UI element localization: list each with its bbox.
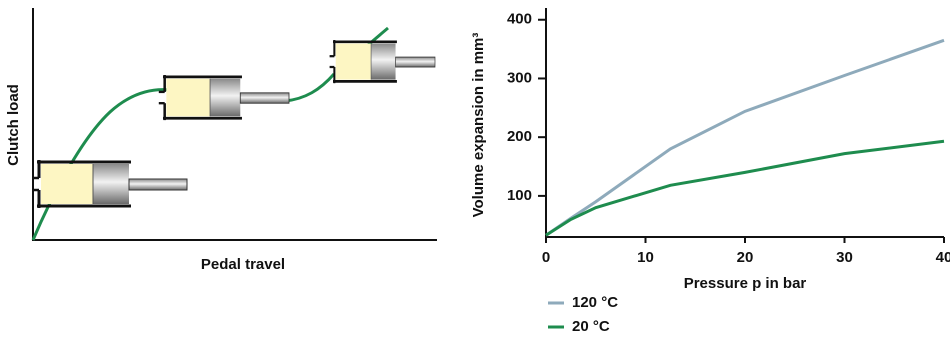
line — [545, 139, 945, 237]
y-tick-label: 400 — [507, 11, 532, 28]
x-tick-label: 0 — [542, 249, 550, 266]
right-chart: Pressure p in bar Volume expansion in mm… — [470, 33, 806, 292]
y-axis-label: Volume expansion in mm³ — [470, 33, 487, 218]
x-axis-label: Pedal travel — [201, 256, 285, 273]
cylinder — [328, 38, 437, 85]
y-tick-label: 100 — [507, 187, 532, 204]
cylinder — [157, 73, 291, 122]
curve — [31, 26, 389, 241]
x-axis-label: Pressure p in bar — [684, 275, 807, 292]
cylinder — [30, 158, 189, 210]
y-axis-label: Clutch load — [5, 84, 22, 166]
legend-label: 120 °C — [572, 294, 618, 311]
x-tick-label: 40 — [936, 249, 950, 266]
y-tick-label: 300 — [507, 69, 532, 86]
x-tick-label: 20 — [737, 249, 754, 266]
x-tick-label: 30 — [836, 249, 853, 266]
y-tick-label: 200 — [507, 128, 532, 145]
x-tick-label: 10 — [637, 249, 654, 266]
legend-label: 20 °C — [572, 318, 610, 335]
left-chart: Pedal travel Clutch load — [5, 8, 437, 273]
